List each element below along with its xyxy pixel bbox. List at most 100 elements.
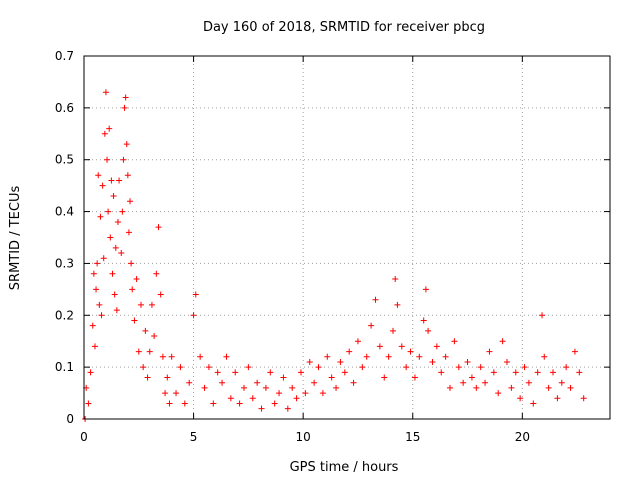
data-point xyxy=(302,390,309,397)
data-point xyxy=(113,307,120,314)
data-point xyxy=(482,379,489,386)
axis-ticks xyxy=(83,55,610,420)
data-point xyxy=(363,353,370,360)
data-point xyxy=(381,374,388,381)
data-point xyxy=(137,301,144,308)
data-point xyxy=(503,358,510,365)
data-point xyxy=(142,327,149,334)
x-tick-label: 15 xyxy=(405,430,420,444)
data-point xyxy=(114,218,121,225)
data-point xyxy=(280,374,287,381)
data-point xyxy=(96,301,103,308)
data-point xyxy=(223,353,230,360)
data-point xyxy=(197,353,204,360)
data-point xyxy=(468,374,475,381)
data-point xyxy=(337,358,344,365)
data-point xyxy=(284,405,291,412)
data-point xyxy=(376,343,383,350)
data-point xyxy=(521,364,528,371)
data-point xyxy=(563,364,570,371)
data-point xyxy=(350,379,357,386)
data-point xyxy=(106,125,113,132)
data-point xyxy=(101,130,108,137)
data-point xyxy=(94,260,101,267)
data-point xyxy=(85,400,92,407)
data-point xyxy=(109,270,116,277)
data-point xyxy=(411,374,418,381)
data-point xyxy=(127,198,134,205)
data-point xyxy=(359,364,366,371)
data-point xyxy=(245,364,252,371)
data-point xyxy=(289,384,296,391)
data-point xyxy=(554,395,561,402)
data-point xyxy=(297,369,304,376)
data-point xyxy=(315,364,322,371)
data-point xyxy=(173,390,180,397)
data-point xyxy=(168,353,175,360)
data-point xyxy=(91,343,98,350)
data-point xyxy=(105,208,112,215)
data-point xyxy=(539,312,546,319)
data-point xyxy=(530,400,537,407)
y-tick-label: 0.4 xyxy=(55,205,74,219)
data-point xyxy=(490,369,497,376)
data-point xyxy=(219,379,226,386)
data-point xyxy=(112,244,119,251)
data-point xyxy=(447,384,454,391)
data-point xyxy=(550,369,557,376)
data-point xyxy=(324,353,331,360)
data-point xyxy=(240,384,247,391)
data-point xyxy=(394,301,401,308)
plot-frame xyxy=(83,55,611,420)
data-point xyxy=(146,348,153,355)
data-point xyxy=(558,379,565,386)
x-tick-label: 0 xyxy=(80,430,88,444)
data-point xyxy=(119,208,126,215)
data-point xyxy=(293,395,300,402)
data-point xyxy=(403,364,410,371)
data-point xyxy=(110,193,117,200)
data-point xyxy=(460,379,467,386)
y-tick-label: 0.3 xyxy=(55,256,74,270)
data-point xyxy=(392,275,399,282)
data-point xyxy=(407,348,414,355)
data-point xyxy=(306,358,313,365)
data-point xyxy=(442,353,449,360)
data-point xyxy=(95,172,102,179)
y-tick-label: 0.5 xyxy=(55,153,74,167)
data-point xyxy=(372,296,379,303)
data-point xyxy=(333,384,340,391)
data-point xyxy=(534,369,541,376)
data-point xyxy=(93,286,100,293)
data-point xyxy=(153,270,160,277)
data-point xyxy=(390,327,397,334)
data-point xyxy=(97,213,104,220)
data-point xyxy=(190,312,197,319)
data-point xyxy=(140,364,147,371)
data-point xyxy=(162,390,169,397)
data-point xyxy=(267,369,274,376)
y-axis-label: SRMTID / TECUs xyxy=(8,186,23,291)
data-point xyxy=(499,338,506,345)
chart-title: Day 160 of 2018, SRMTID for receiver pbc… xyxy=(203,20,485,35)
data-point xyxy=(144,374,151,381)
data-point xyxy=(164,374,171,381)
data-point xyxy=(385,353,392,360)
data-point xyxy=(201,384,208,391)
x-axis-label: GPS time / hours xyxy=(290,460,399,475)
data-point xyxy=(232,369,239,376)
y-tick-label: 0.7 xyxy=(55,49,74,63)
data-point xyxy=(508,384,515,391)
data-point xyxy=(271,400,278,407)
data-point xyxy=(122,94,129,101)
data-point xyxy=(438,369,445,376)
data-point xyxy=(398,343,405,350)
data-point xyxy=(545,384,552,391)
data-point xyxy=(346,348,353,355)
data-point xyxy=(116,177,123,184)
data-point xyxy=(107,234,114,241)
grid-lines xyxy=(84,56,610,419)
data-point xyxy=(416,353,423,360)
data-point xyxy=(151,333,158,340)
